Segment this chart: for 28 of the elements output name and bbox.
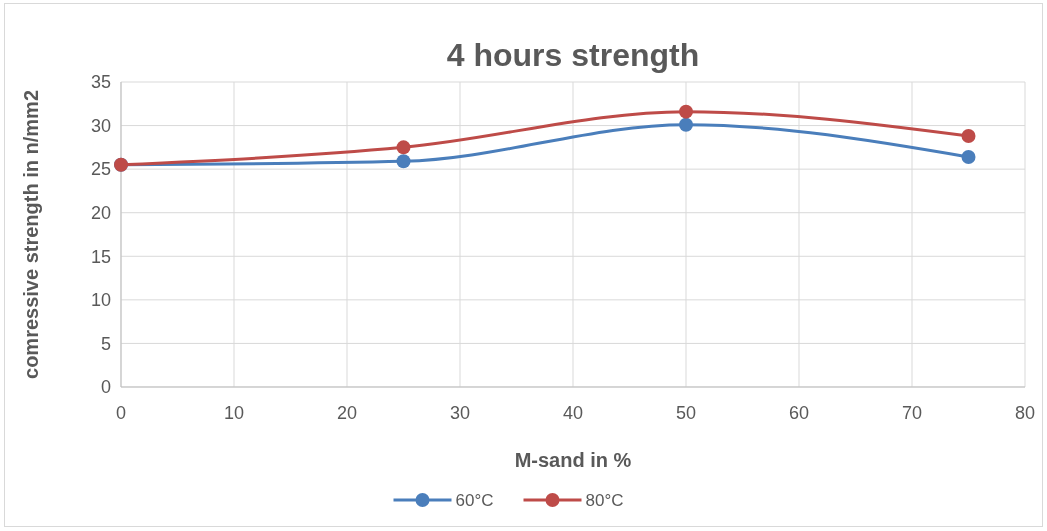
- y-tick-label: 25: [90, 159, 111, 180]
- y-tick-label: 20: [90, 203, 111, 224]
- point: [396, 154, 411, 169]
- point: [961, 129, 976, 144]
- point: [396, 140, 411, 155]
- x-tick-label: 0: [115, 403, 127, 423]
- y-tick-label: 35: [90, 72, 111, 93]
- x-tick-label: 20: [336, 403, 358, 423]
- y-tick-label: 30: [90, 115, 111, 136]
- x-tick-label: 50: [675, 403, 697, 423]
- x-tick-label: 70: [901, 403, 923, 423]
- y-tick-label: 0: [100, 377, 111, 398]
- y-tick-label: 15: [90, 246, 111, 267]
- legend-label: 80°C: [585, 490, 624, 510]
- y-axis-title: comressive strength in n/mm2: [20, 90, 42, 379]
- chart-title: 4 hours strength: [446, 37, 700, 73]
- point: [961, 149, 976, 164]
- x-tick-label: 80: [1014, 403, 1036, 423]
- x-tick-label: 60: [788, 403, 810, 423]
- x-tick-label: 40: [562, 403, 584, 423]
- point: [679, 104, 693, 119]
- point: [679, 117, 693, 132]
- y-tick-label: 10: [90, 290, 111, 311]
- x-axis-title: M-sand in %: [514, 449, 632, 471]
- x-tick-label: 10: [223, 403, 245, 423]
- legend-label: 60°C: [455, 490, 494, 510]
- y-tick-label: 5: [100, 333, 111, 354]
- x-tick-label: 30: [449, 403, 471, 423]
